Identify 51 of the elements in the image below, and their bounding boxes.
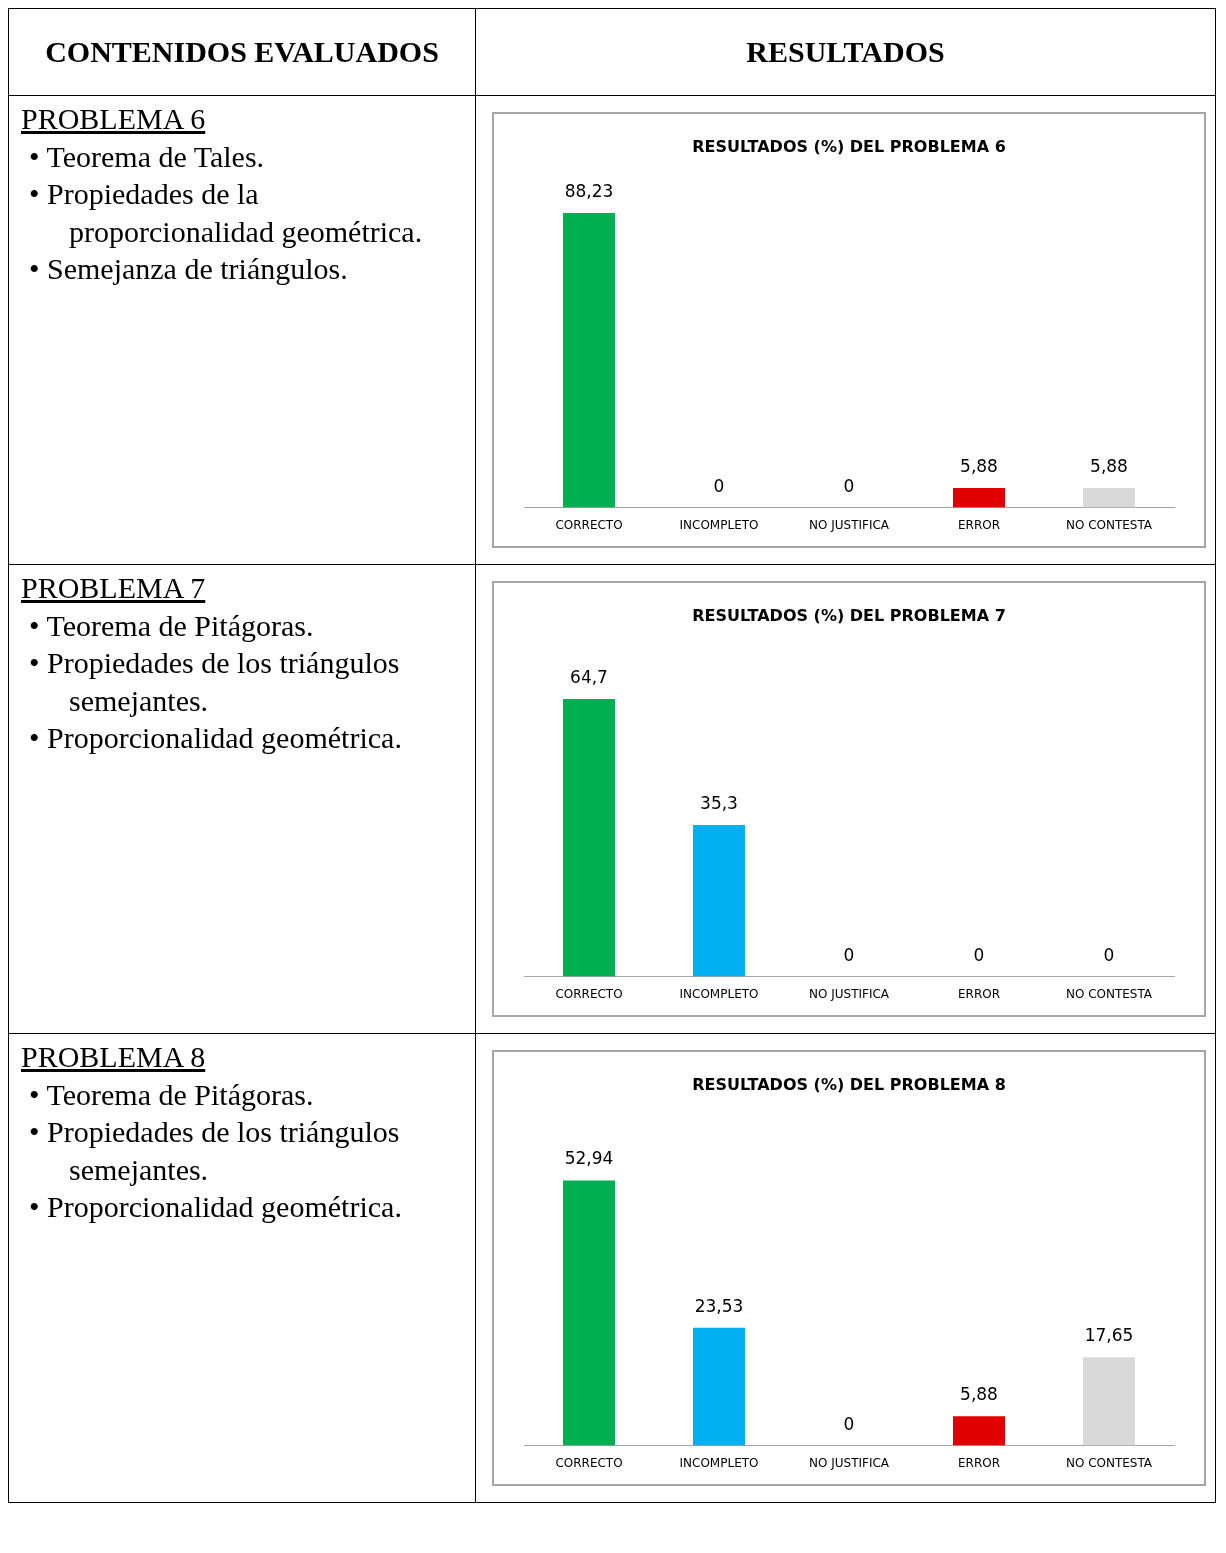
chart-title: RESULTADOS (%) DEL PROBLEMA 7 bbox=[692, 605, 1006, 625]
data-label: 52,94 bbox=[564, 1148, 614, 1169]
text: • Teorema de Pitágoras. bbox=[29, 1076, 315, 1113]
x-tick-label: CORRECTO bbox=[555, 986, 623, 1001]
text: • Proporcionalidad geométrica. bbox=[29, 1189, 403, 1225]
x-tick-label: NO CONTESTA bbox=[1065, 1455, 1153, 1470]
x-tick-label: NO CONTESTA bbox=[1065, 986, 1153, 1001]
x-tick-label: NO JUSTIFICA bbox=[808, 986, 890, 1001]
data-label: 0 bbox=[843, 1413, 855, 1434]
bar bbox=[953, 1416, 1005, 1446]
chart-title: RESULTADOS (%) DEL PROBLEMA 8 bbox=[692, 1074, 1006, 1094]
data-label: 17,65 bbox=[1084, 1325, 1134, 1346]
bar bbox=[1083, 1357, 1135, 1446]
x-tick-label: INCOMPLETO bbox=[679, 517, 759, 532]
text: PROBLEMA 8 bbox=[21, 1039, 207, 1075]
text: • Propiedades de la proporcionalidad geométrica. bbox=[29, 176, 424, 250]
x-tick-label: NO JUSTIFICA bbox=[808, 517, 890, 532]
data-label: 5,88 bbox=[1090, 455, 1128, 476]
x-tick-label: CORRECTO bbox=[555, 1455, 623, 1470]
text: • Propiedades de los triángulos semejantes. bbox=[29, 645, 401, 719]
text: • Teorema de Pitágoras. bbox=[29, 607, 315, 644]
data-label: 0 bbox=[1103, 944, 1115, 965]
text: • Teorema de Tales. bbox=[29, 138, 266, 175]
text: PROBLEMA 7 bbox=[21, 570, 207, 606]
x-tick-label: NO JUSTIFICA bbox=[808, 1455, 890, 1470]
data-label: 0 bbox=[713, 475, 725, 496]
x-tick-label: ERROR bbox=[957, 517, 1001, 532]
text: RESULTADOS bbox=[475, 8, 1216, 96]
x-tick-label: CORRECTO bbox=[555, 517, 623, 532]
data-label: 5,88 bbox=[960, 455, 998, 476]
data-label: 35,3 bbox=[700, 793, 738, 814]
data-label: 64,7 bbox=[570, 666, 608, 687]
data-label: 0 bbox=[843, 944, 855, 965]
data-label: 88,23 bbox=[564, 181, 614, 202]
data-label: 0 bbox=[973, 944, 985, 965]
bar bbox=[563, 1180, 615, 1446]
data-label: 5,88 bbox=[960, 1384, 998, 1405]
text: CONTENIDOS EVALUADOS bbox=[8, 8, 476, 96]
text: • Semejanza de triángulos. bbox=[29, 251, 349, 287]
data-label: 0 bbox=[843, 475, 855, 496]
text: • Propiedades de los triángulos semejantes. bbox=[29, 1114, 401, 1188]
x-tick-label: INCOMPLETO bbox=[679, 1455, 759, 1470]
data-label: 23,53 bbox=[694, 1295, 744, 1316]
x-tick-label: NO CONTESTA bbox=[1065, 517, 1153, 532]
text: PROBLEMA 6 bbox=[21, 101, 207, 137]
x-tick-label: INCOMPLETO bbox=[679, 986, 759, 1001]
bar bbox=[693, 1327, 745, 1446]
x-tick-label: ERROR bbox=[957, 986, 1001, 1001]
x-tick-label: ERROR bbox=[957, 1455, 1001, 1470]
text: • Proporcionalidad geométrica. bbox=[29, 720, 403, 756]
chart-title: RESULTADOS (%) DEL PROBLEMA 6 bbox=[692, 136, 1006, 156]
